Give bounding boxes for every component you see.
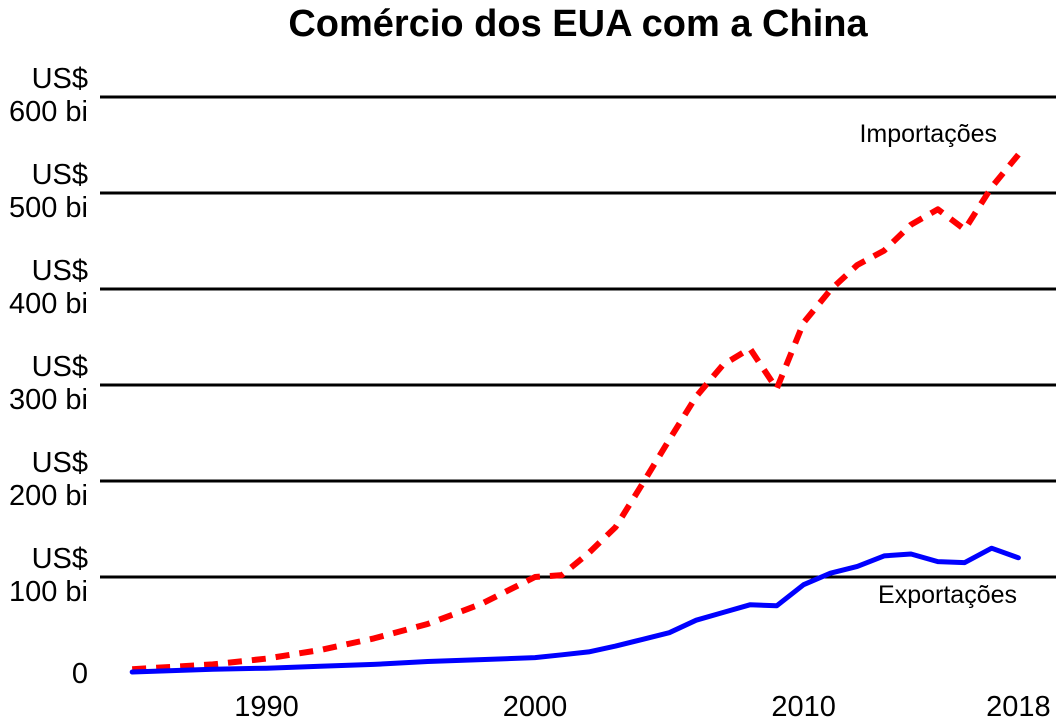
series-label-exportacoes: Exportações: [878, 581, 1017, 609]
gridlines: [100, 95, 1056, 579]
y-tick-label: US$ 300 bi: [9, 351, 88, 416]
series-line-importacoes: [132, 152, 1021, 673]
y-tick-label: US$ 500 bi: [9, 159, 88, 224]
x-tick-label: 2010: [771, 691, 836, 723]
x-axis-ticks: 1990 2000 2010 2018: [234, 691, 1050, 723]
series-lines: [129, 152, 1021, 675]
y-tick-label: US$ 100 bi: [9, 543, 88, 608]
x-tick-label: 2000: [503, 691, 568, 723]
y-tick-label: US$ 200 bi: [9, 447, 88, 512]
y-tick-label: US$ 600 bi: [9, 63, 88, 128]
chart-title: Comércio dos EUA com a China: [288, 3, 868, 45]
y-tick-label: 0: [72, 658, 88, 690]
x-tick-label: 1990: [234, 691, 299, 723]
y-axis-ticks: 0 US$ 100 bi US$ 200 bi US$ 300 bi US$ 400 bi US$…: [9, 63, 88, 690]
series-line-exportacoes: [129, 545, 1021, 675]
x-tick-label: 2018: [986, 691, 1051, 723]
y-tick-label: US$ 400 bi: [9, 255, 88, 320]
series-label-importacoes: Importações: [859, 120, 997, 148]
